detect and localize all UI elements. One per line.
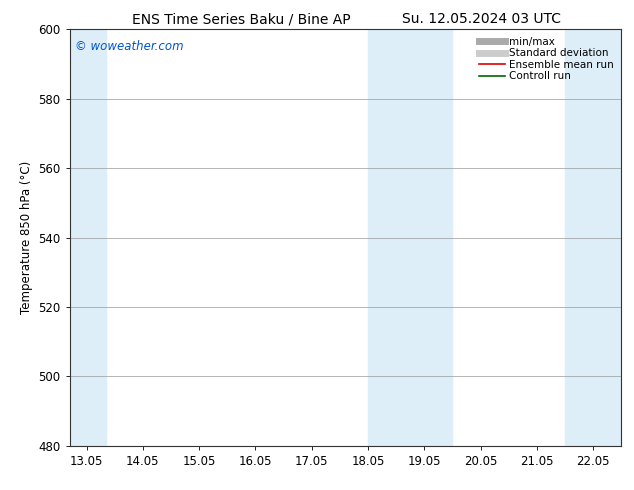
Text: ENS Time Series Baku / Bine AP: ENS Time Series Baku / Bine AP <box>132 12 350 26</box>
Bar <box>565 29 621 446</box>
Text: Su. 12.05.2024 03 UTC: Su. 12.05.2024 03 UTC <box>403 12 561 26</box>
Bar <box>70 29 107 446</box>
Y-axis label: Temperature 850 hPa (°C): Temperature 850 hPa (°C) <box>20 161 33 314</box>
Legend: min/max, Standard deviation, Ensemble mean run, Controll run: min/max, Standard deviation, Ensemble me… <box>477 35 616 83</box>
Bar <box>368 29 453 446</box>
Text: © woweather.com: © woweather.com <box>75 40 184 53</box>
